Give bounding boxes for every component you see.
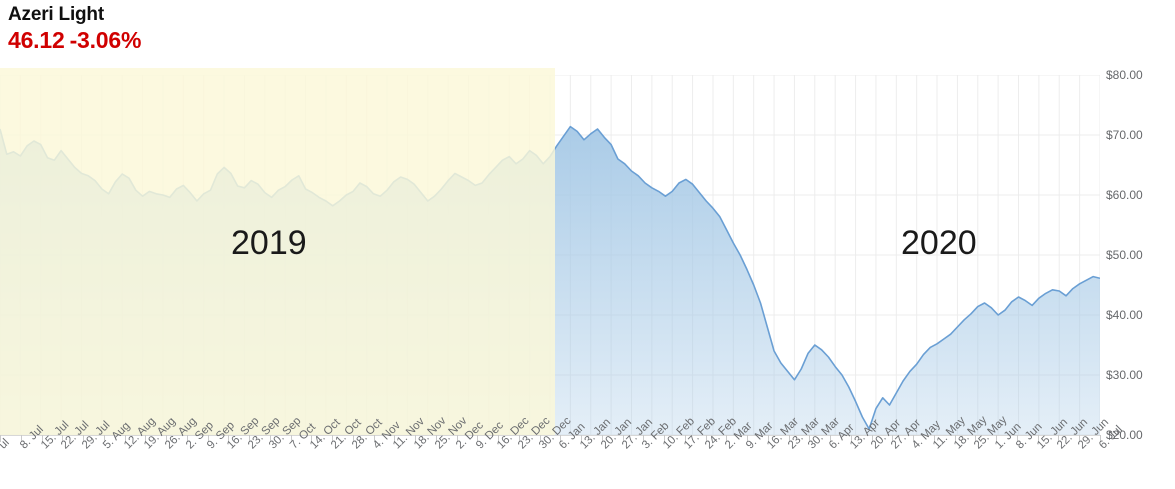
quote-price: 46.12 <box>8 27 65 53</box>
x-axis-tick <box>62 435 64 442</box>
x-axis-tick <box>809 435 811 442</box>
x-axis-tick <box>145 435 147 442</box>
x-axis-tick <box>539 435 541 442</box>
x-axis-tick <box>643 435 645 442</box>
page-title: Azeri Light <box>8 4 104 25</box>
x-axis-tick <box>83 435 85 442</box>
x-axis-tick <box>269 435 271 442</box>
x-axis-tick <box>601 435 603 442</box>
x-axis-tick <box>996 435 998 442</box>
x-axis-tick <box>103 435 105 442</box>
y-axis-tick-label: $40.00 <box>1106 308 1143 322</box>
x-axis-tick <box>435 435 437 442</box>
x-axis-tick <box>1058 435 1060 442</box>
x-axis-tick <box>1037 435 1039 442</box>
x-axis-tick <box>166 435 168 442</box>
x-axis-tick <box>207 435 209 442</box>
x-axis-tick <box>975 435 977 442</box>
x-axis-labels: ul 8. Jul 15. Jul 22. Jul 29. Jul 5. Aug 12. A… <box>0 414 1175 489</box>
x-axis-tick <box>228 435 230 442</box>
x-axis-tick <box>477 435 479 442</box>
x-axis-tick <box>186 435 188 442</box>
x-axis-tick <box>1079 435 1081 442</box>
x-axis-tick <box>1016 435 1018 442</box>
y-axis-tick-label: $70.00 <box>1106 128 1143 142</box>
x-axis-tick <box>373 435 375 442</box>
quote-block: 46.12 -3.06% <box>8 27 141 54</box>
x-axis-tick <box>788 435 790 442</box>
x-axis-tick <box>830 435 832 442</box>
year-label-2020: 2020 <box>901 224 977 262</box>
x-axis-tick <box>581 435 583 442</box>
x-axis-tick <box>0 435 1 442</box>
x-axis-line <box>0 435 1100 436</box>
x-axis-tick <box>518 435 520 442</box>
chart-header: Azeri Light 46.12 -3.06% <box>8 4 141 54</box>
x-axis-tick <box>352 435 354 442</box>
x-axis-tick <box>1100 435 1101 442</box>
x-axis-tick <box>767 435 769 442</box>
x-axis-tick <box>456 435 458 442</box>
x-axis-tick <box>498 435 500 442</box>
y-axis-tick-label: $50.00 <box>1106 248 1143 262</box>
x-axis-tick <box>871 435 873 442</box>
x-axis-tick <box>415 435 417 442</box>
x-axis-tick <box>124 435 126 442</box>
x-axis-tick <box>41 435 43 442</box>
x-axis-tick <box>249 435 251 442</box>
x-axis-tick <box>954 435 956 442</box>
x-axis-tick <box>560 435 562 442</box>
y-axis-tick-label: $20.00 <box>1106 428 1143 442</box>
x-axis-tick <box>850 435 852 442</box>
x-axis-tick <box>311 435 313 442</box>
y-axis-tick-label: $80.00 <box>1106 68 1143 82</box>
x-axis-tick <box>684 435 686 442</box>
x-axis-tick <box>290 435 292 442</box>
y-axis-tick-label: $30.00 <box>1106 368 1143 382</box>
x-axis-tick <box>747 435 749 442</box>
x-axis-tick <box>913 435 915 442</box>
x-axis-tick <box>622 435 624 442</box>
quote-change: -3.06% <box>69 27 142 53</box>
x-axis-tick <box>726 435 728 442</box>
year-label-2019: 2019 <box>231 224 307 262</box>
x-axis-tick <box>394 435 396 442</box>
x-axis-tick <box>664 435 666 442</box>
y-axis-labels: $80.00 $70.00 $60.00 $50.00 $40.00 $30.00 $20.… <box>1106 0 1175 489</box>
x-axis-tick <box>933 435 935 442</box>
x-axis-tick <box>705 435 707 442</box>
x-axis-tick <box>332 435 334 442</box>
x-axis-tick <box>20 435 22 442</box>
x-axis-tick <box>892 435 894 442</box>
y-axis-tick-label: $60.00 <box>1106 188 1143 202</box>
x-axis-ticks <box>0 435 1101 443</box>
